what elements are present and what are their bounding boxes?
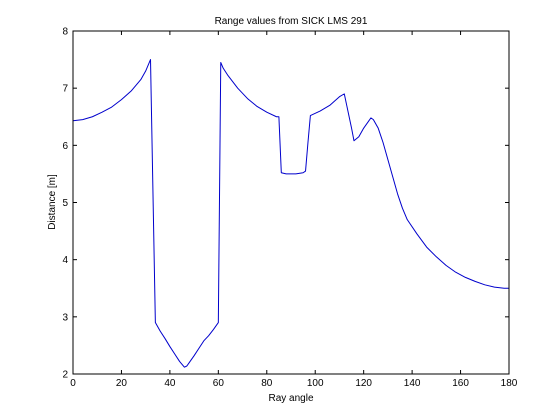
x-tick-label-9: 180 [501,378,518,389]
y-axis-label: Distance [m] [47,174,58,230]
x-tick-label-1: 20 [116,378,128,389]
tick-layer: 0 20 40 60 80 100 120 140 160 180 2 3 4 5 6 7 8 [62,27,517,390]
plot-background [73,31,509,374]
x-tick-label-2: 40 [164,378,176,389]
x-tick-label-7: 140 [404,378,421,389]
x-tick-label-3: 60 [213,378,225,389]
y-tick-label-3: 5 [62,198,68,209]
series-line-0 [72,59,509,368]
series-layer [72,59,509,368]
y-tick-label-1: 3 [62,312,68,323]
y-tick-label-0: 2 [62,370,68,381]
x-axis-label: Ray angle [268,393,313,404]
y-tick-label-4: 6 [62,141,68,152]
x-tick-label-5: 100 [307,378,324,389]
x-tick-label-6: 120 [355,378,372,389]
x-tick-label-4: 80 [261,378,273,389]
y-tick-label-5: 7 [62,84,68,95]
plot-frame [72,30,510,375]
x-tick-label-8: 160 [452,378,469,389]
y-tick-label-2: 4 [62,255,68,266]
chart-title: Range values from SICK LMS 291 [215,16,368,27]
y-tick-label-6: 8 [62,27,68,38]
x-tick-label-0: 0 [70,378,76,389]
